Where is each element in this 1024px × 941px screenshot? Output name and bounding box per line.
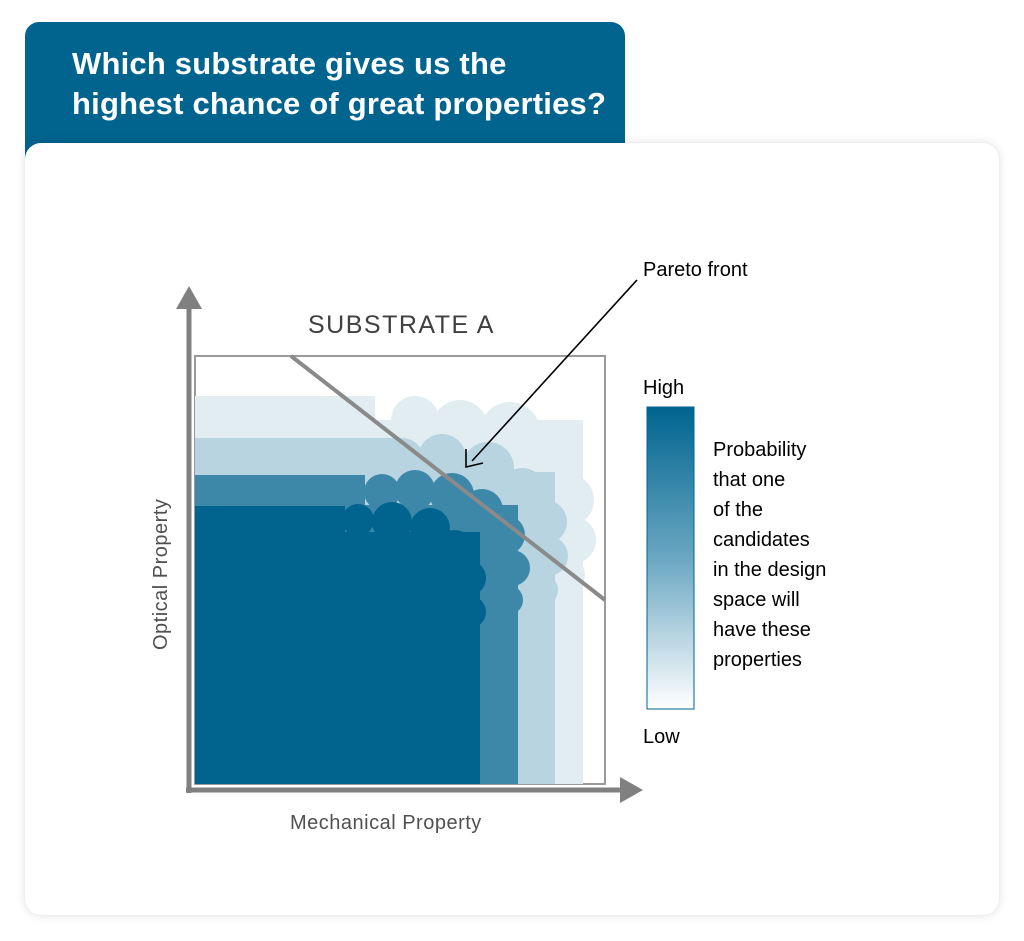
x-axis-label: Mechanical Property bbox=[290, 812, 482, 834]
legend-low-label: Low bbox=[643, 726, 680, 748]
legend-description-line: have these bbox=[713, 619, 811, 641]
legend-description: Probability that one of the candidates i… bbox=[713, 439, 826, 671]
legend-high-label: High bbox=[643, 377, 684, 399]
legend-description-line: space will bbox=[713, 589, 800, 611]
probability-region-level-1 bbox=[195, 502, 486, 784]
legend-description-line: Probability bbox=[713, 439, 806, 461]
pareto-front-line bbox=[289, 354, 607, 602]
legend-description-line: candidates bbox=[713, 529, 810, 551]
x-axis bbox=[186, 777, 643, 803]
panel-title: SUBSTRATE A bbox=[308, 311, 495, 339]
annotation-label: Pareto front bbox=[643, 259, 748, 281]
y-axis bbox=[176, 286, 202, 793]
legend-color-scale bbox=[646, 406, 695, 710]
legend-description-line: in the design bbox=[713, 559, 826, 581]
y-axis-label: Optical Property bbox=[150, 499, 172, 650]
legend-description-line: that one bbox=[713, 469, 785, 491]
legend-description-line: of the bbox=[713, 499, 763, 521]
page-title: Which substrate gives us the highest cha… bbox=[72, 46, 607, 121]
legend-description-line: properties bbox=[713, 649, 802, 671]
annotation-arrow bbox=[465, 279, 638, 469]
